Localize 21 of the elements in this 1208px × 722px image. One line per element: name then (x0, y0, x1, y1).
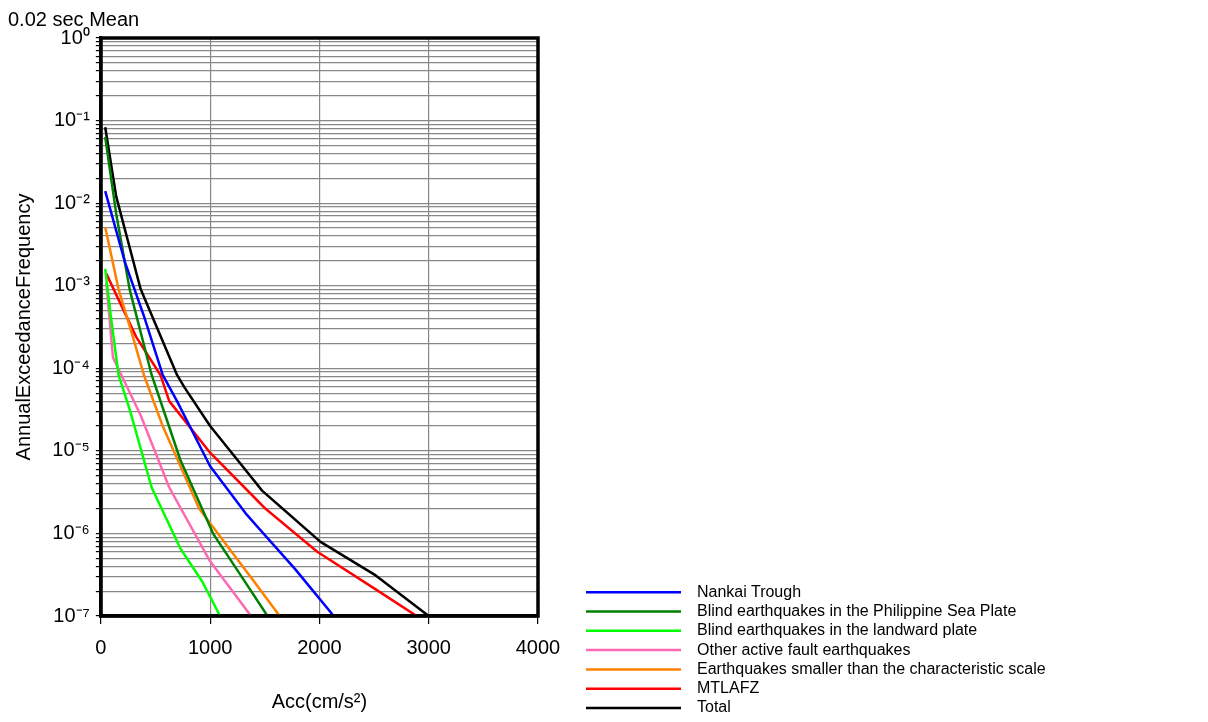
x-tick-label: 3000 (406, 635, 451, 658)
text: Earthquakes smaller than the characteristic scale (697, 659, 1046, 677)
y-tick-label: 10⁻⁴ (52, 355, 90, 378)
y-tick-label: 10⁻⁷ (53, 603, 90, 626)
y-tick-label: 10⁻⁵ (52, 438, 90, 461)
text: Nankai Trough (697, 582, 802, 600)
x-tick-label: 4000 (515, 635, 561, 658)
text: Blind earthquakes in the landward plate (697, 621, 978, 639)
text: Blind earthquakes in the Philippine Sea Plate (697, 601, 1017, 619)
text: Other active fault earthquakes (697, 640, 911, 658)
x-tick-label: 0 (95, 635, 107, 658)
text: Total (697, 698, 731, 716)
y-axis-title: AnnualExceedanceFrequency (11, 193, 34, 461)
text: MTLAFZ (697, 679, 760, 697)
y-tick-label: 10⁻¹ (53, 108, 91, 131)
x-axis-title: Acc(cm/s²) (271, 689, 368, 712)
y-tick-label: 10⁻² (53, 190, 91, 213)
y-tick-label: 10⁻³ (53, 273, 91, 296)
y-tick-label: 10⁻⁶ (52, 520, 90, 543)
x-tick-label: 1000 (187, 635, 233, 658)
x-tick-label: 2000 (297, 635, 342, 658)
